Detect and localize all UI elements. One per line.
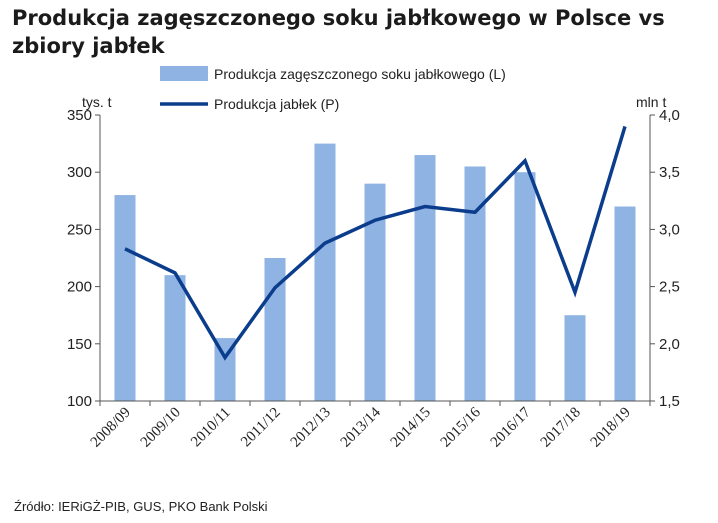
x-tick-label: 2016/17 <box>488 404 534 450</box>
y-left-tick-label: 350 <box>67 107 92 124</box>
legend-line-label: Produkcja jabłek (P) <box>214 96 339 112</box>
y-left-tick-label: 150 <box>67 336 92 353</box>
chart-title: Produkcja zagęszczonego soku jabłkowego … <box>12 6 665 58</box>
bar <box>164 275 186 401</box>
y-left-tick-label: 300 <box>67 164 92 181</box>
y-left-tick-label: 250 <box>67 221 92 238</box>
bar <box>614 206 636 401</box>
bar <box>214 338 236 401</box>
y-right-tick-label: 2,5 <box>659 279 680 296</box>
bar <box>564 315 586 401</box>
x-tick-label: 2017/18 <box>538 405 584 451</box>
bar <box>414 155 436 401</box>
legend: Produkcja zagęszczonego soku jabłkowego … <box>160 66 506 112</box>
x-tick-label: 2014/15 <box>388 405 434 451</box>
bar <box>514 172 536 401</box>
line-series <box>124 125 627 361</box>
y-right-tick-label: 1,5 <box>659 393 680 410</box>
y-right-tick-label: 3,5 <box>659 164 680 181</box>
bar <box>114 195 136 401</box>
x-tick-label: 2012/13 <box>288 405 334 451</box>
line-series-path <box>124 125 627 361</box>
bar <box>464 166 486 401</box>
x-tick-label: 2013/14 <box>338 404 384 450</box>
x-tick-label: 2015/16 <box>438 404 484 450</box>
axes <box>95 114 655 406</box>
y-left-unit-label: tys. t <box>82 94 112 110</box>
y-right-tick-label: 4,0 <box>659 107 680 124</box>
bar <box>314 143 336 401</box>
source-note: Źródło: IERiGŻ-PIB, GUS, PKO Bank Polski <box>14 499 268 514</box>
y-right-unit-label: mln t <box>636 94 666 110</box>
x-tick-label: 2008/09 <box>88 405 134 451</box>
legend-bar-swatch <box>160 66 208 81</box>
legend-bar-label: Produkcja zagęszczonego soku jabłkowego … <box>214 66 506 82</box>
y-left-tick-label: 200 <box>67 279 92 296</box>
x-tick-label: 2018/19 <box>588 405 634 451</box>
x-tick-label: 2009/10 <box>138 405 184 451</box>
bar-series <box>114 143 636 401</box>
y-left-tick-label: 100 <box>67 393 92 410</box>
y-right-tick-label: 3,0 <box>659 221 680 238</box>
x-tick-label: 2010/11 <box>188 405 234 451</box>
bar <box>364 183 386 401</box>
x-tick-label: 2011/12 <box>238 405 284 451</box>
y-right-tick-label: 2,0 <box>659 336 680 353</box>
